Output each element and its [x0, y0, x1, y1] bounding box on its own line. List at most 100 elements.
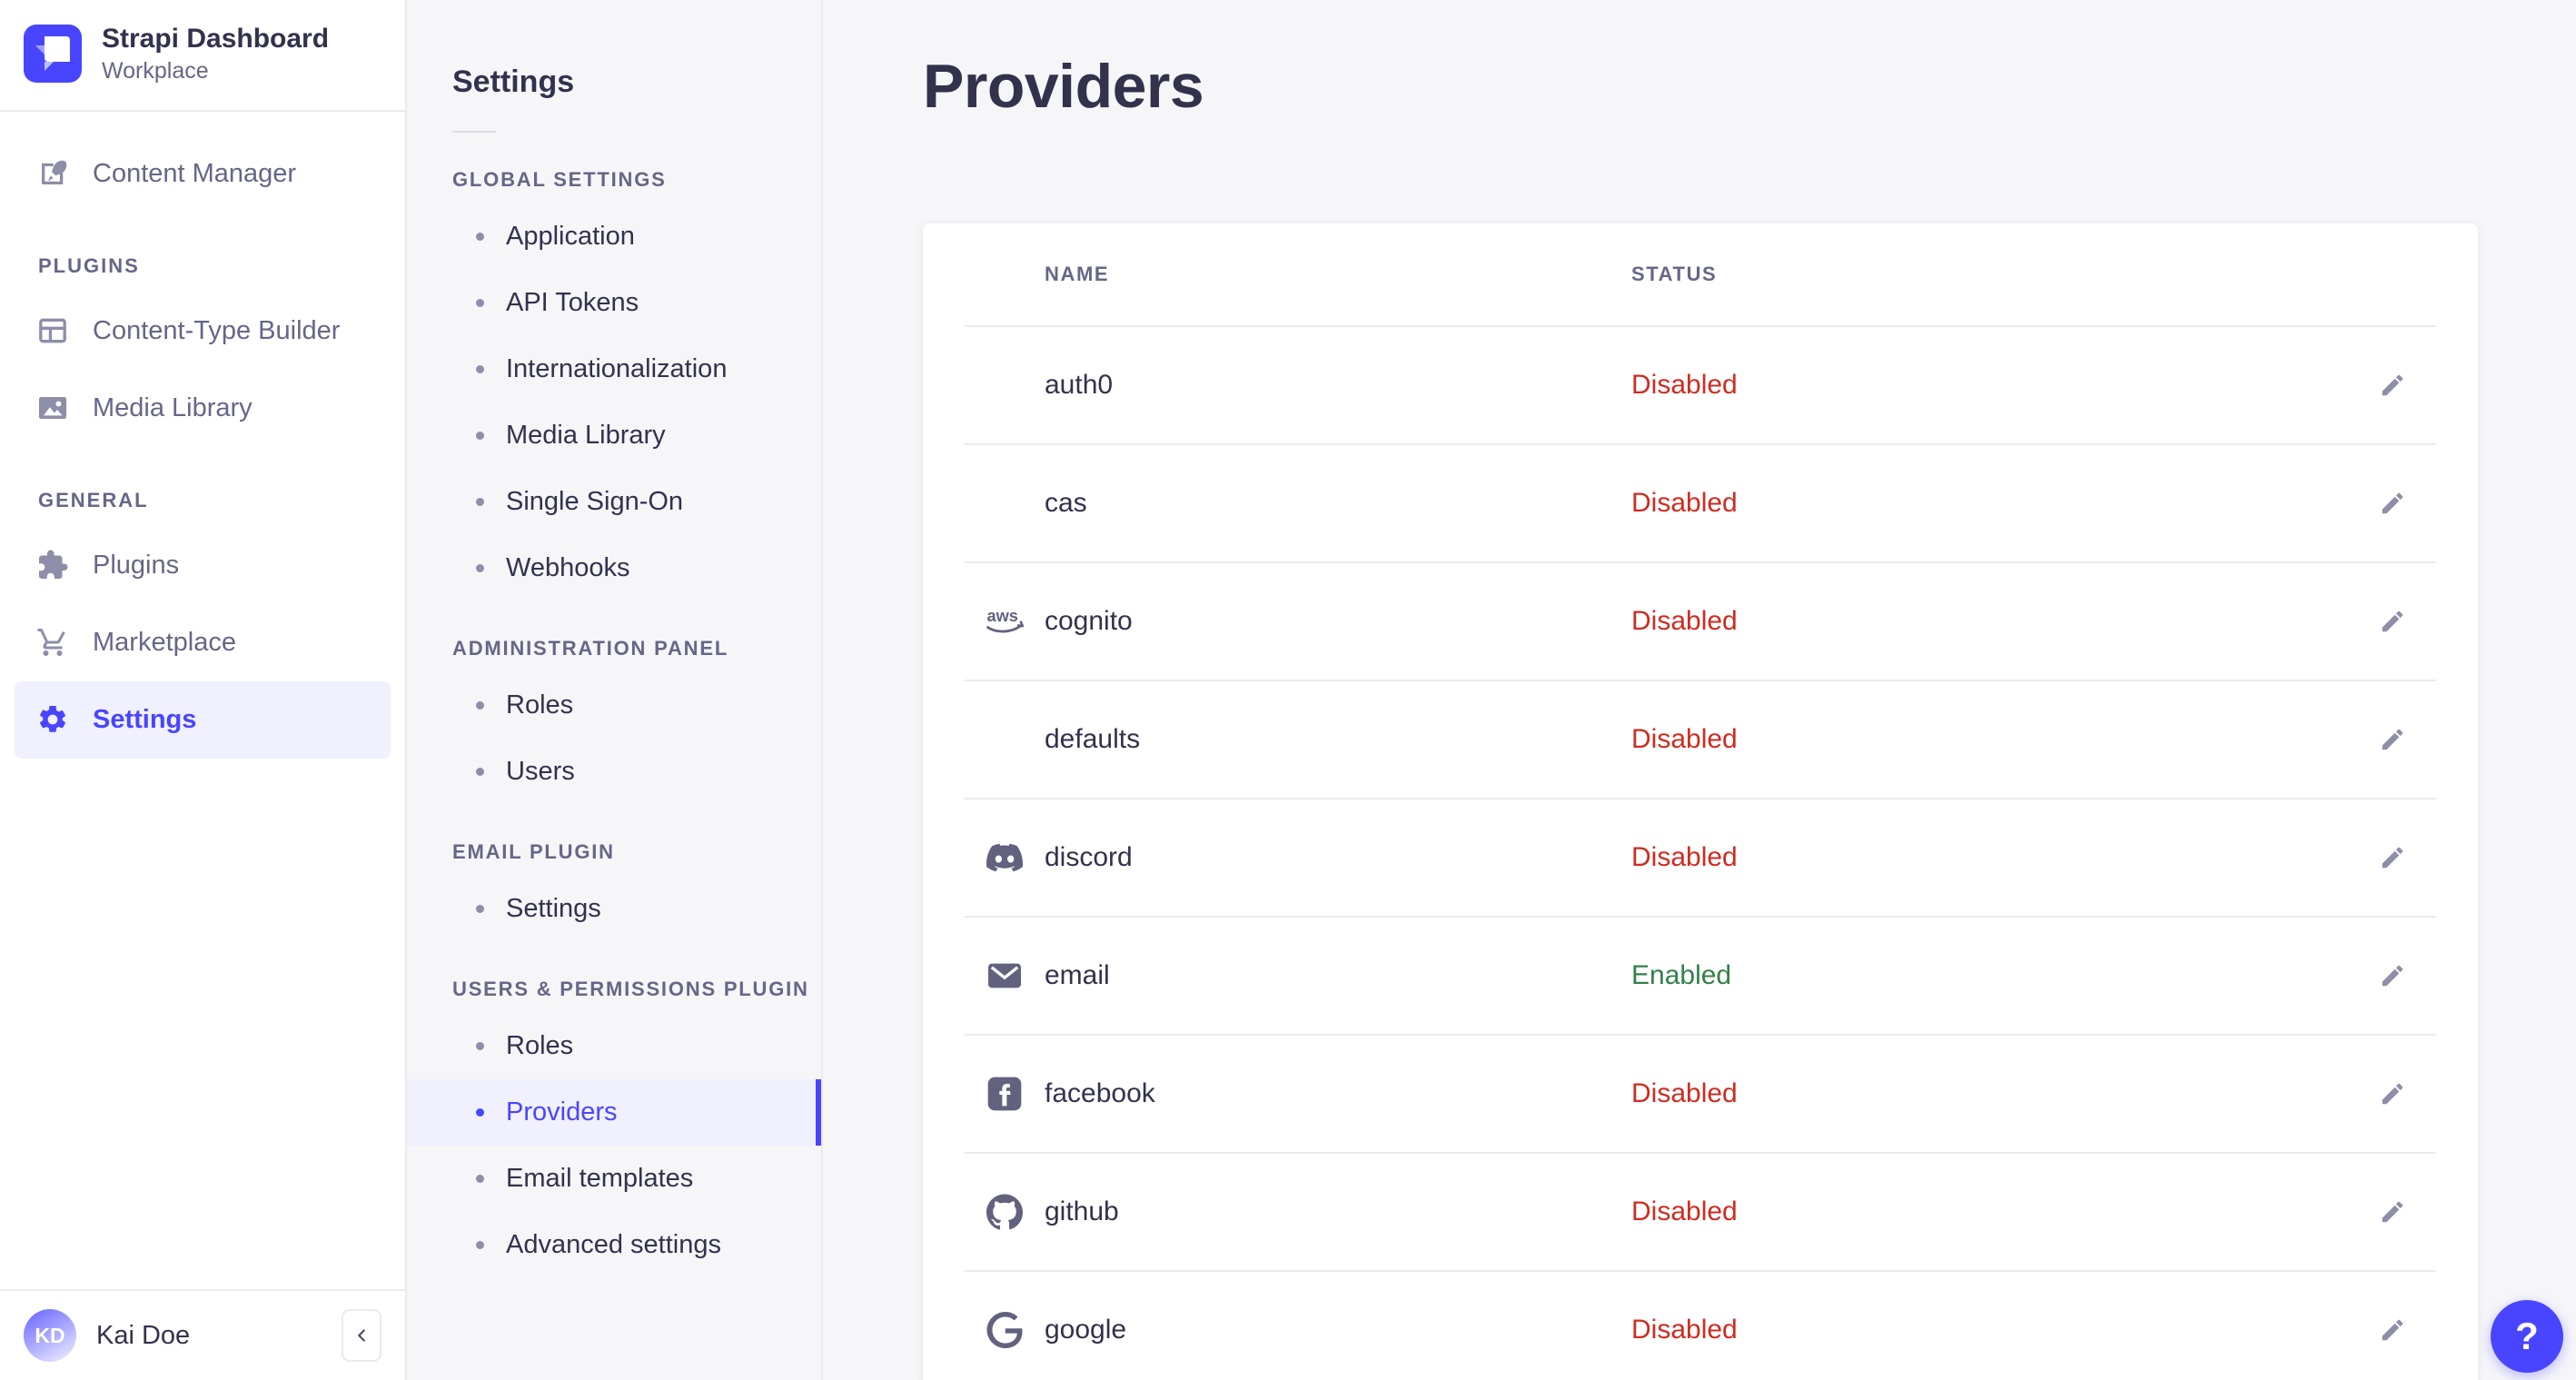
workspace-brand[interactable]: Strapi Dashboard Workplace	[0, 0, 405, 112]
table-row-defaults[interactable]: defaults Disabled	[965, 680, 2436, 798]
sidebar-item-marketplace[interactable]: Marketplace	[15, 604, 391, 681]
subnav-item-label: Advanced settings	[506, 1230, 721, 1260]
help-button[interactable]: ?	[2491, 1300, 2563, 1373]
table-header-row: NAME STATUS	[965, 223, 2436, 325]
subnav-item-application[interactable]: Application	[407, 204, 821, 270]
edit-button[interactable]	[2367, 1305, 2418, 1355]
edit-button[interactable]	[2367, 596, 2418, 647]
bullet-icon	[476, 768, 484, 777]
section-plugins: PLUGINS Content-Type Builder Media Libra…	[0, 253, 405, 447]
subnav-item-label: Roles	[506, 690, 574, 720]
subnav-item-label: Email templates	[506, 1164, 694, 1194]
edit-button[interactable]	[2367, 1186, 2418, 1237]
edit-button[interactable]	[2367, 478, 2418, 529]
table-row-github[interactable]: github Disabled	[965, 1152, 2436, 1270]
aws-icon	[981, 606, 1028, 637]
subnav-item-label: Users	[506, 757, 575, 787]
bullet-icon	[476, 365, 484, 374]
collapse-sidebar-button[interactable]	[342, 1309, 381, 1362]
status-badge: Enabled	[1631, 960, 1732, 990]
discord-icon	[986, 839, 1023, 876]
subnav-item-advanced-settings[interactable]: Advanced settings	[407, 1212, 821, 1278]
subnav-item-label: Roles	[506, 1031, 574, 1061]
avatar[interactable]: KD	[24, 1309, 76, 1362]
main-navigation: Content Manager PLUGINS Content-Type Bui…	[0, 112, 405, 1290]
provider-name: google	[1045, 1315, 1127, 1345]
envelope-icon	[986, 958, 1023, 994]
edit-button[interactable]	[2367, 950, 2418, 1001]
provider-name: discord	[1045, 842, 1133, 872]
edit-button[interactable]	[2367, 714, 2418, 765]
subnav-item-email-templates[interactable]: Email templates	[407, 1146, 821, 1212]
pencil-icon	[2379, 962, 2406, 989]
sidebar-item-settings[interactable]: Settings	[15, 680, 391, 759]
sidebar-footer: KD Kai Doe	[0, 1289, 405, 1380]
provider-name: facebook	[1045, 1078, 1155, 1108]
status-badge: Disabled	[1631, 842, 1738, 872]
subnav-item-providers[interactable]: Providers	[407, 1079, 821, 1147]
facebook-icon	[986, 1076, 1023, 1112]
content-manager-icon	[36, 157, 69, 190]
sidebar-item-label: Content-Type Builder	[93, 315, 341, 345]
subnav-item-api-tokens[interactable]: API Tokens	[407, 270, 821, 336]
provider-name: email	[1045, 960, 1110, 990]
subnav-item-admin-roles[interactable]: Roles	[407, 672, 821, 739]
table-row-facebook[interactable]: facebook Disabled	[965, 1034, 2436, 1152]
bullet-icon	[476, 498, 484, 507]
sidebar-item-content-type-builder[interactable]: Content-Type Builder	[15, 293, 391, 370]
strapi-logo-icon	[24, 25, 82, 83]
status-badge: Disabled	[1631, 606, 1738, 636]
sidebar-item-content-manager[interactable]: Content Manager	[15, 135, 391, 213]
main-sidebar: Strapi Dashboard Workplace Content Manag…	[0, 0, 407, 1380]
subnav-item-admin-users[interactable]: Users	[407, 739, 821, 805]
subnav-divider	[452, 131, 496, 134]
sidebar-item-label: Marketplace	[93, 627, 236, 657]
provider-name: defaults	[1045, 724, 1141, 754]
bullet-icon	[476, 1108, 484, 1117]
chevron-left-icon	[352, 1325, 372, 1345]
bullet-icon	[476, 233, 484, 242]
section-header-general: GENERAL	[38, 488, 149, 511]
status-badge: Disabled	[1631, 724, 1738, 754]
sidebar-item-plugins[interactable]: Plugins	[15, 527, 391, 604]
subnav-item-single-sign-on[interactable]: Single Sign-On	[407, 469, 821, 535]
section-header-global-settings: GLOBAL SETTINGS	[452, 168, 667, 192]
section-header-administration-panel: ADMINISTRATION PANEL	[452, 637, 729, 660]
subnav-item-up-roles[interactable]: Roles	[407, 1013, 821, 1079]
subnav-item-label: Application	[506, 222, 635, 252]
subnav-item-webhooks[interactable]: Webhooks	[407, 535, 821, 601]
subnav-item-internationalization[interactable]: Internationalization	[407, 336, 821, 402]
pencil-icon	[2379, 1316, 2406, 1344]
edit-button[interactable]	[2367, 832, 2418, 883]
pencil-icon	[2379, 844, 2406, 871]
pencil-icon	[2379, 726, 2406, 753]
table-row-cognito[interactable]: cognito Disabled	[965, 561, 2436, 680]
sidebar-item-label: Content Manager	[93, 158, 297, 188]
bullet-icon	[476, 564, 484, 573]
subnav-item-label: Media Library	[506, 421, 666, 451]
table-row-google[interactable]: google Disabled	[965, 1270, 2436, 1380]
edit-button[interactable]	[2367, 1068, 2418, 1119]
section-header-plugins: PLUGINS	[38, 253, 140, 277]
bullet-icon	[476, 1241, 484, 1250]
table-row-auth0[interactable]: auth0 Disabled	[965, 325, 2436, 443]
sidebar-item-label: Settings	[93, 704, 197, 734]
section-administration-panel: ADMINISTRATION PANEL Roles Users	[407, 630, 821, 805]
cart-icon	[36, 626, 69, 659]
workspace-subtitle: Workplace	[102, 57, 209, 84]
sidebar-item-media-library[interactable]: Media Library	[15, 370, 391, 447]
section-header-users-permissions: USERS & PERMISSIONS PLUGIN	[452, 978, 809, 1001]
pencil-icon	[2379, 490, 2406, 517]
strapi-logo	[24, 25, 82, 84]
subnav-item-label: Providers	[506, 1097, 618, 1127]
github-icon	[986, 1194, 1023, 1230]
edit-button[interactable]	[2367, 360, 2418, 411]
status-badge: Disabled	[1631, 1078, 1738, 1108]
section-users-permissions-plugin: USERS & PERMISSIONS PLUGIN Roles Provide…	[407, 971, 821, 1278]
table-row-email[interactable]: email Enabled	[965, 916, 2436, 1034]
subnav-item-email-settings[interactable]: Settings	[407, 876, 821, 942]
table-row-cas[interactable]: cas Disabled	[965, 443, 2436, 561]
table-row-discord[interactable]: discord Disabled	[965, 798, 2436, 916]
pencil-icon	[2379, 1080, 2406, 1107]
subnav-item-media-library[interactable]: Media Library	[407, 402, 821, 469]
